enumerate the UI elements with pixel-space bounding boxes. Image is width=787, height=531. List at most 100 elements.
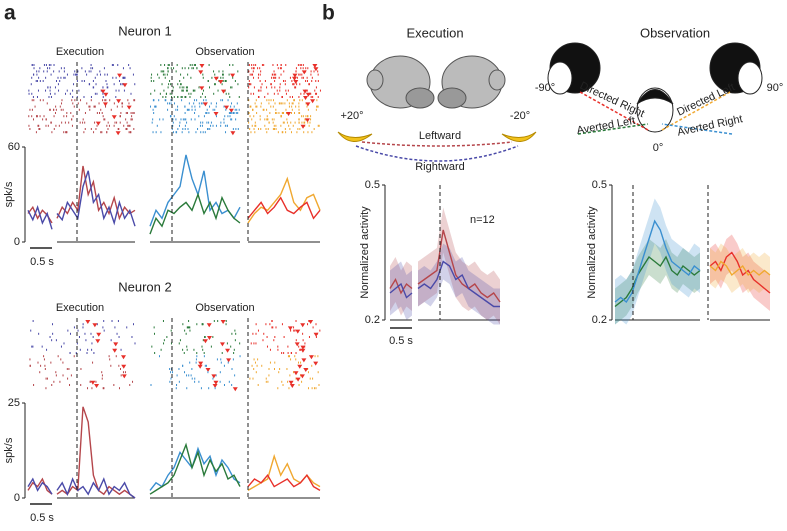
event-marker bbox=[211, 374, 217, 379]
raster-tick bbox=[258, 89, 260, 92]
condition-label: Execution bbox=[56, 302, 104, 314]
raster-tick bbox=[284, 102, 286, 105]
raster-tick bbox=[234, 374, 236, 377]
raster-tick bbox=[223, 364, 225, 367]
raster-tick bbox=[53, 64, 55, 66]
raster-tick bbox=[92, 67, 94, 70]
raster-tick bbox=[69, 332, 71, 335]
raster-tick bbox=[162, 118, 164, 121]
raster-tick bbox=[317, 70, 319, 73]
raster-tick bbox=[45, 387, 47, 390]
raster-tick bbox=[273, 118, 275, 121]
raster-tick bbox=[44, 364, 46, 367]
raster-tick bbox=[196, 352, 198, 354]
raster-tick bbox=[268, 374, 270, 377]
raster-tick bbox=[255, 342, 257, 345]
event-marker bbox=[300, 345, 306, 350]
raster-tick bbox=[53, 380, 55, 383]
raster-tick bbox=[231, 332, 233, 335]
raster-tick bbox=[230, 118, 232, 121]
angle-label: -20° bbox=[510, 110, 530, 122]
raster-tick bbox=[90, 99, 92, 102]
event-marker bbox=[100, 89, 106, 94]
raster-tick bbox=[152, 108, 154, 111]
raster-tick bbox=[129, 384, 131, 386]
raster-tick bbox=[272, 76, 274, 79]
raster-tick bbox=[316, 105, 318, 108]
raster-tick bbox=[94, 121, 96, 124]
raster-tick bbox=[220, 358, 222, 361]
raster-tick bbox=[295, 320, 297, 322]
raster-tick bbox=[210, 121, 212, 124]
raster-tick bbox=[264, 80, 266, 82]
raster-tick bbox=[41, 345, 43, 348]
raster-tick bbox=[232, 128, 234, 130]
raster-tick bbox=[208, 64, 210, 66]
raster-tick bbox=[202, 348, 204, 351]
raster-tick bbox=[223, 121, 225, 124]
raster-tick bbox=[35, 131, 37, 134]
raster-tick bbox=[262, 108, 264, 111]
raster-tick bbox=[58, 70, 60, 73]
raster-tick bbox=[233, 105, 235, 108]
raster-tick bbox=[52, 323, 54, 326]
raster-tick bbox=[214, 83, 216, 86]
raster-tick bbox=[252, 108, 254, 111]
raster-tick bbox=[99, 73, 101, 76]
raster-tick bbox=[301, 73, 303, 76]
raster-tick bbox=[200, 121, 202, 124]
raster-tick bbox=[47, 67, 49, 70]
raster-tick bbox=[188, 108, 190, 111]
raster-tick bbox=[268, 121, 270, 124]
raster-tick bbox=[311, 131, 313, 134]
raster-tick bbox=[218, 70, 220, 73]
raster-tick bbox=[193, 99, 195, 102]
raster-tick bbox=[76, 73, 78, 76]
raster-tick bbox=[267, 128, 269, 130]
raster-tick bbox=[221, 352, 223, 354]
raster-tick bbox=[83, 131, 85, 134]
raster-tick bbox=[65, 131, 67, 134]
raster-tick bbox=[203, 352, 205, 354]
raster-tick bbox=[257, 96, 259, 98]
raster-tick bbox=[90, 128, 92, 130]
raster-tick bbox=[95, 380, 97, 383]
raster-tick bbox=[298, 112, 300, 114]
raster-tick bbox=[210, 102, 212, 105]
raster-tick bbox=[260, 89, 262, 92]
direction-arrow bbox=[361, 141, 513, 147]
raster-tick bbox=[182, 89, 184, 92]
raster-tick bbox=[259, 80, 261, 82]
raster-tick bbox=[267, 92, 269, 95]
raster-tick bbox=[287, 380, 289, 383]
event-marker bbox=[305, 102, 311, 107]
raster-tick bbox=[88, 105, 90, 108]
trace bbox=[27, 477, 53, 495]
raster-tick bbox=[170, 342, 172, 345]
raster-tick bbox=[307, 371, 309, 374]
raster-tick bbox=[268, 368, 270, 370]
raster-tick bbox=[205, 99, 207, 102]
raster-tick bbox=[299, 348, 301, 351]
raster-tick bbox=[122, 371, 124, 374]
raster-tick bbox=[292, 371, 294, 374]
raster-tick bbox=[59, 80, 61, 82]
raster-tick bbox=[260, 105, 262, 108]
raster-tick bbox=[159, 118, 161, 121]
event-marker bbox=[295, 329, 301, 334]
raster-tick bbox=[256, 364, 258, 367]
raster-tick bbox=[231, 368, 233, 370]
raster-tick bbox=[272, 105, 274, 108]
raster-tick bbox=[191, 64, 193, 66]
raster-tick bbox=[170, 67, 172, 70]
scale-label: 0.5 s bbox=[30, 512, 54, 524]
raster-tick bbox=[43, 355, 45, 358]
raster-tick bbox=[311, 387, 313, 390]
raster-tick bbox=[232, 76, 234, 79]
raster-tick bbox=[303, 131, 305, 134]
raster-tick bbox=[317, 105, 319, 108]
raster-tick bbox=[168, 102, 170, 105]
raster-tick bbox=[280, 102, 282, 105]
raster-tick bbox=[265, 377, 267, 380]
raster-tick bbox=[224, 115, 226, 118]
